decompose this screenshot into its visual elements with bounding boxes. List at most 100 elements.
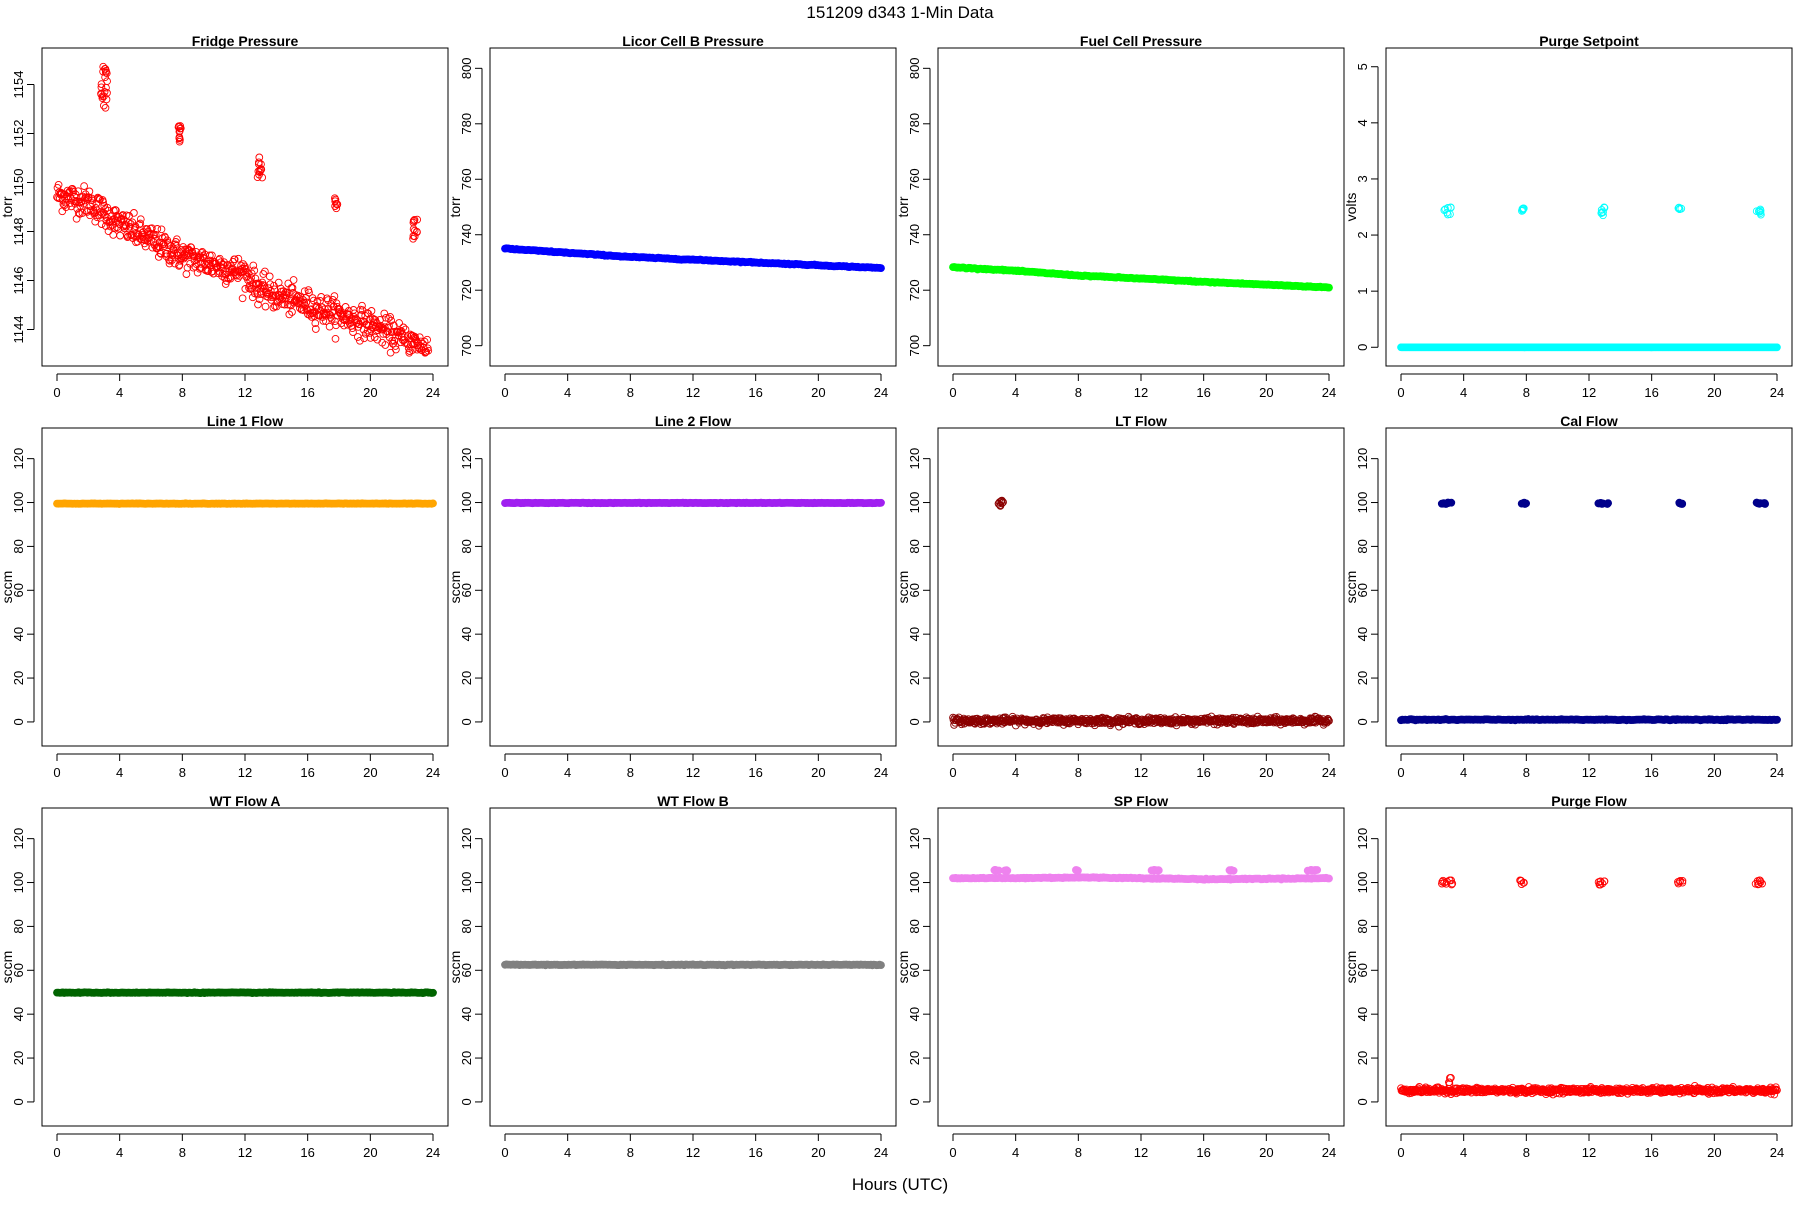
- y-tick-label: 1144: [11, 316, 26, 344]
- y-tick-label: 120: [1355, 448, 1370, 470]
- x-tick-label: 0: [1397, 765, 1404, 780]
- y-tick-label: 40: [1355, 1007, 1370, 1021]
- y-tick-label: 40: [907, 1007, 922, 1021]
- panel-title-fuel-cell-pressure: Fuel Cell Pressure: [1080, 33, 1202, 49]
- x-tick-label: 20: [363, 385, 377, 400]
- y-tick-label: 760: [907, 168, 922, 190]
- x-tick-label: 12: [686, 385, 700, 400]
- y-axis-label-fridge-pressure: torr: [0, 196, 15, 217]
- x-tick-label: 24: [426, 385, 440, 400]
- y-tick-label: 120: [459, 828, 474, 850]
- x-tick-label: 4: [1460, 1145, 1467, 1160]
- y-tick-label: 3: [1355, 175, 1370, 182]
- x-tick-label: 24: [1322, 385, 1336, 400]
- y-tick-label: 1152: [11, 120, 26, 148]
- data-point: [92, 218, 99, 225]
- y-tick-label: 40: [907, 627, 922, 641]
- x-tick-label: 0: [949, 385, 956, 400]
- y-tick-label: 60: [1355, 583, 1370, 597]
- y-tick-label: 60: [459, 583, 474, 597]
- y-tick-label: 80: [1355, 539, 1370, 553]
- panel-title-licor-cell-b-pressure: Licor Cell B Pressure: [622, 33, 764, 49]
- y-tick-label: 20: [459, 671, 474, 685]
- y-tick-label: 40: [11, 1007, 26, 1021]
- data-point: [429, 989, 436, 996]
- x-tick-label: 20: [1707, 385, 1721, 400]
- x-tick-label: 16: [1196, 385, 1210, 400]
- x-tick-label: 8: [1523, 765, 1530, 780]
- panel-title-lt-flow: LT Flow: [1115, 413, 1167, 429]
- plot-frame-lt-flow: [938, 428, 1344, 746]
- y-tick-label: 60: [11, 963, 26, 977]
- y-tick-label: 20: [1355, 671, 1370, 685]
- points-fuel-cell-pressure: [949, 263, 1332, 291]
- y-tick-label: 20: [1355, 1051, 1370, 1065]
- x-tick-label: 24: [874, 765, 888, 780]
- x-tick-label: 8: [1075, 1145, 1082, 1160]
- y-tick-label: 100: [1355, 872, 1370, 894]
- plot-frame-line-1-flow: [42, 428, 448, 746]
- y-tick-label: 0: [11, 1098, 26, 1105]
- x-tick-label: 12: [1134, 385, 1148, 400]
- y-tick-label: 1148: [11, 218, 26, 246]
- data-point: [1325, 875, 1332, 882]
- x-tick-label: 20: [1707, 1145, 1721, 1160]
- y-tick-label: 80: [1355, 919, 1370, 933]
- data-point: [1072, 866, 1079, 873]
- y-tick-label: 40: [459, 627, 474, 641]
- y-tick-label: 120: [459, 448, 474, 470]
- data-point: [98, 221, 105, 228]
- x-tick-label: 16: [300, 1145, 314, 1160]
- panel-title-line-1-flow: Line 1 Flow: [207, 413, 283, 429]
- x-tick-label: 4: [1012, 1145, 1019, 1160]
- y-tick-label: 40: [1355, 627, 1370, 641]
- x-tick-label: 12: [1582, 385, 1596, 400]
- data-point: [1444, 500, 1451, 507]
- x-tick-label: 12: [1582, 1145, 1596, 1160]
- y-axis-label-purge-setpoint: volts: [1343, 193, 1359, 222]
- x-tick-label: 4: [1012, 385, 1019, 400]
- x-tick-label: 12: [686, 1145, 700, 1160]
- y-tick-label: 800: [459, 57, 474, 79]
- y-tick-label: 0: [907, 1098, 922, 1105]
- x-tick-label: 0: [1397, 385, 1404, 400]
- x-tick-label: 16: [1644, 385, 1658, 400]
- x-tick-label: 20: [363, 765, 377, 780]
- x-tick-label: 0: [53, 385, 60, 400]
- y-tick-label: 1150: [11, 169, 26, 197]
- data-point: [266, 273, 273, 280]
- figure-title: 151209 d343 1-Min Data: [806, 3, 994, 22]
- x-tick-label: 0: [949, 765, 956, 780]
- data-point: [110, 232, 117, 239]
- x-tick-label: 16: [1644, 1145, 1658, 1160]
- data-point: [100, 102, 107, 109]
- data-point: [1148, 867, 1155, 874]
- x-tick-label: 4: [1012, 765, 1019, 780]
- panel-title-fridge-pressure: Fridge Pressure: [192, 33, 299, 49]
- y-tick-label: 60: [1355, 963, 1370, 977]
- y-tick-label: 700: [907, 335, 922, 357]
- x-tick-label: 24: [1770, 385, 1784, 400]
- data-point: [1756, 500, 1763, 507]
- data-point: [991, 866, 998, 873]
- x-tick-label: 16: [748, 1145, 762, 1160]
- panel-title-cal-flow: Cal Flow: [1560, 413, 1618, 429]
- x-tick-label: 24: [874, 385, 888, 400]
- data-point: [1679, 500, 1686, 507]
- x-tick-label: 20: [1259, 1145, 1273, 1160]
- data-point: [1604, 500, 1611, 507]
- y-tick-label: 40: [459, 1007, 474, 1021]
- data-point: [1521, 500, 1528, 507]
